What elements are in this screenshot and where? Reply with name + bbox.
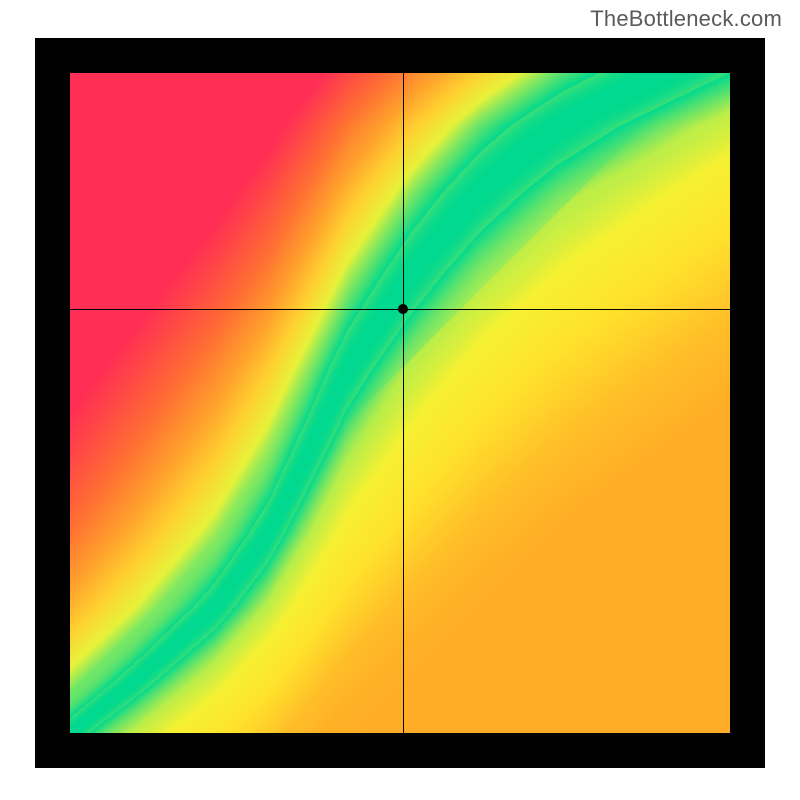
heatmap-canvas	[70, 73, 730, 733]
crosshair-vertical	[403, 73, 404, 733]
heatmap-area	[70, 73, 730, 733]
figure-root: TheBottleneck.com	[0, 0, 800, 800]
plot-frame	[35, 38, 765, 768]
watermark-text: TheBottleneck.com	[590, 6, 782, 32]
crosshair-marker	[398, 304, 408, 314]
